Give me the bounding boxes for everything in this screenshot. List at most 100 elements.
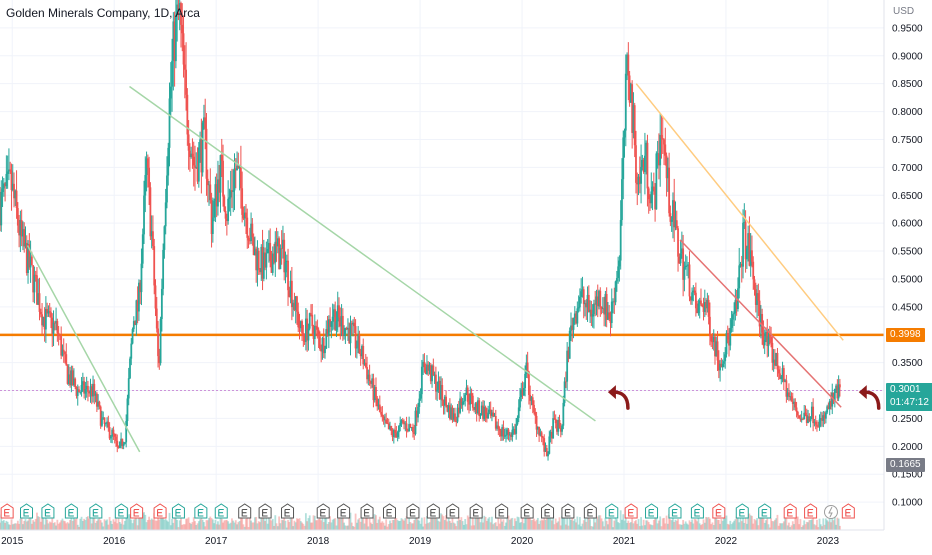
volume-bar <box>67 523 70 530</box>
volume-bar <box>795 516 798 530</box>
candle-body <box>347 327 349 330</box>
candle-body <box>632 105 635 133</box>
earnings-marker-icon <box>258 503 272 519</box>
price-tick-label: 0.9000 <box>892 51 923 62</box>
volume-bar <box>138 516 140 530</box>
candle-body <box>433 374 436 376</box>
volume-bar <box>587 517 590 530</box>
volume-bar <box>10 519 13 530</box>
volume-bar <box>44 513 47 530</box>
candle-body <box>205 128 208 179</box>
price-axis[interactable]: 0.10000.15000.20000.25000.30000.35000.40… <box>892 23 923 508</box>
volume-bar <box>347 525 349 530</box>
candle-body <box>429 365 432 382</box>
volume-bar <box>224 520 227 530</box>
volume-bar <box>655 514 658 530</box>
volume-bar <box>748 513 751 530</box>
volume-bar <box>308 515 311 530</box>
candle-body <box>740 263 743 267</box>
earnings-markers[interactable] <box>0 503 855 519</box>
volume-bar <box>79 518 82 530</box>
candle-body <box>298 327 301 329</box>
marker-glyph <box>133 508 140 517</box>
candle-body <box>194 165 196 168</box>
volume-bar <box>593 516 595 530</box>
earnings-marker-icon <box>20 503 34 519</box>
volume-bar <box>791 521 794 530</box>
volume-bar <box>279 523 282 530</box>
candle-body <box>391 430 394 437</box>
volume-bar <box>160 513 163 530</box>
price-tick-label: 0.4500 <box>892 302 923 313</box>
candle-body <box>817 426 820 428</box>
candle-body <box>336 305 339 322</box>
volume-bar <box>705 516 707 530</box>
candle-body <box>121 438 124 446</box>
candle-body <box>739 263 742 266</box>
volume-bar <box>315 520 317 530</box>
candle-body <box>580 291 583 297</box>
volume-bar <box>549 516 552 530</box>
candle-body <box>23 229 26 247</box>
candle-body <box>256 250 259 271</box>
candle-body <box>150 231 153 237</box>
volume-bar <box>418 520 421 530</box>
volume-bar <box>233 522 236 530</box>
volume-bar <box>803 520 806 530</box>
volume-bar <box>404 518 407 530</box>
candle-body <box>340 315 343 327</box>
volume-bar <box>408 515 411 530</box>
candle-body <box>544 448 547 452</box>
volume-bar <box>465 524 468 530</box>
candle-body <box>224 210 227 219</box>
candle-body <box>93 383 96 396</box>
candle-body <box>345 328 348 330</box>
volume-bar <box>116 523 119 530</box>
candle-body <box>705 302 707 309</box>
candle-body <box>25 242 28 274</box>
candle-body <box>742 222 744 267</box>
volume-bar <box>585 521 588 530</box>
volume-bar <box>591 526 594 530</box>
price-tick-label: 0.6000 <box>892 219 923 230</box>
candle-body <box>768 336 771 337</box>
candle-body <box>141 234 144 264</box>
volume-bar <box>255 516 258 530</box>
volume-bar <box>78 526 80 530</box>
candle-body <box>707 299 710 317</box>
volume-bar <box>326 523 329 530</box>
candle-body <box>195 167 198 168</box>
candle-body <box>98 401 101 407</box>
volume-bar <box>293 520 296 530</box>
volume-bar <box>270 520 273 530</box>
candle-body <box>5 173 8 187</box>
candle-body <box>608 312 611 320</box>
time-tick-label: 2022 <box>715 536 738 547</box>
candle-body <box>191 153 194 157</box>
time-axis[interactable]: 2015 2016 2017 2018 2019 2020 2021 2022 2023 <box>1 536 839 547</box>
grid <box>0 0 884 530</box>
volume-bar <box>531 519 534 530</box>
trendlines[interactable] <box>26 83 844 453</box>
volume-bar <box>830 522 832 530</box>
candle-body <box>747 233 750 249</box>
marker-glyph <box>544 508 551 517</box>
candle-body <box>48 311 51 313</box>
arrow-annotations[interactable] <box>607 385 881 410</box>
candle-body <box>112 429 115 435</box>
candle-body <box>158 356 161 364</box>
volume-bar <box>831 515 834 530</box>
volume-bar <box>684 521 687 530</box>
volume-bar <box>66 522 69 530</box>
volume-bar <box>218 524 221 530</box>
volume-bar <box>236 524 238 530</box>
candle-body <box>97 401 100 407</box>
candle-body <box>753 279 756 290</box>
candle-body <box>516 417 519 425</box>
last-price-value: 0.3001 <box>890 384 921 396</box>
volume-bar <box>196 523 199 530</box>
candle-body <box>265 253 268 268</box>
volume-bar <box>355 522 358 530</box>
candle-body <box>289 280 292 297</box>
volume-bar <box>610 518 613 530</box>
